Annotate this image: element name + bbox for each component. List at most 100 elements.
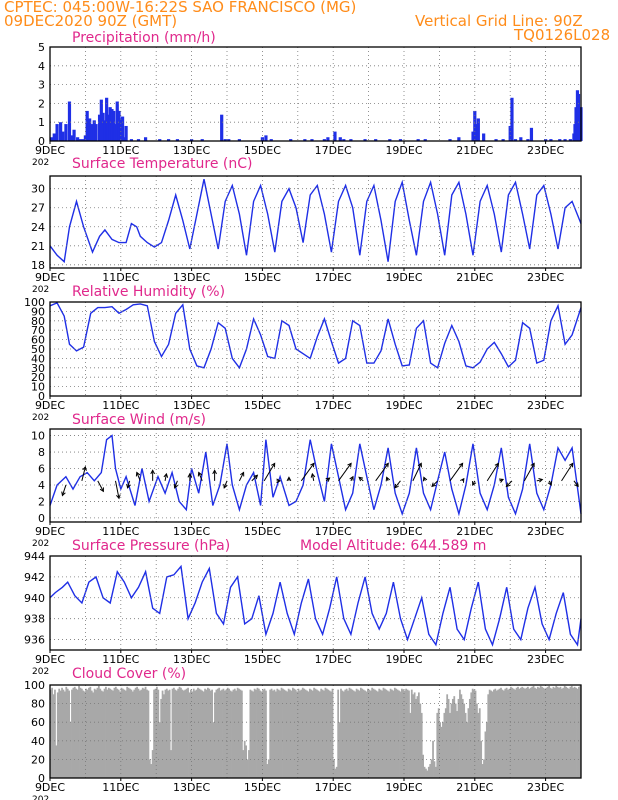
cloud-bar (146, 689, 148, 778)
precip-bar (80, 139, 85, 141)
cloud-bar (126, 686, 129, 778)
cloud-bar (273, 689, 276, 778)
x-year-label: 202 (32, 539, 49, 549)
cloud-bar (259, 690, 262, 778)
cloud-bar (156, 686, 158, 778)
wind-vector-head (310, 472, 316, 478)
cloud-bar (95, 689, 97, 778)
cloud-bar (464, 712, 467, 778)
cloud-bar (498, 688, 501, 778)
cloud-bar (569, 686, 572, 778)
cloud-bar (131, 691, 134, 778)
wind-vector-head (494, 462, 499, 468)
cloud-bar (291, 687, 294, 778)
precip-bar (342, 139, 346, 141)
precip-bar (103, 120, 107, 141)
precip-bar (529, 127, 534, 141)
precip-bar (76, 137, 80, 141)
precip-bar (326, 137, 330, 141)
cloud-bar (327, 689, 330, 778)
cloud-bar (446, 694, 449, 778)
precip-bar (115, 101, 119, 141)
wind-vector-head (349, 475, 354, 481)
precip-bar (50, 137, 54, 141)
wind-vector (223, 480, 228, 489)
wind-vector (412, 463, 422, 482)
cloud-bar (456, 711, 458, 778)
precip-bar (269, 139, 273, 141)
y-tick-label: 938 (24, 613, 45, 626)
cloud-bar (517, 686, 519, 778)
cloud-bar (361, 688, 364, 778)
precip-bar (90, 124, 94, 141)
cloud-bar (59, 690, 62, 778)
cloud-bar (69, 722, 72, 778)
precip-bar (97, 114, 102, 141)
precip-plot-frame (49, 46, 582, 142)
cloud-bar (256, 687, 259, 778)
wind-vector (431, 480, 438, 487)
wind-vector (394, 480, 401, 489)
y-tick-label: 30 (31, 183, 45, 196)
wind-vector-head (499, 478, 505, 483)
x-tick-label: 15DEC (244, 525, 281, 538)
cloud-bar (483, 759, 485, 778)
cloud-bar (553, 687, 556, 778)
cloud-bar (127, 687, 130, 778)
x-tick-label: 19DEC (385, 271, 422, 284)
cloud-bar (500, 687, 502, 778)
cloud-bar (197, 687, 199, 778)
cloud-bar (194, 690, 197, 778)
y-tick-label: 90 (31, 305, 45, 318)
precip-bar (143, 137, 148, 141)
y-tick-label: 0 (38, 512, 45, 525)
cloud-bar (430, 759, 433, 778)
cloud-bar (269, 689, 272, 778)
cloud-bar (434, 766, 437, 778)
precip-bar (374, 139, 378, 141)
cloud-bar (505, 687, 508, 778)
cloud-bar (282, 688, 284, 778)
cloud-bar (316, 689, 318, 778)
cloud-bar (137, 688, 140, 778)
x-year-label: 202 (32, 667, 49, 677)
wind-vector-head (422, 476, 428, 482)
precip-bar (388, 139, 392, 141)
cloud-bar (396, 689, 399, 778)
wind-vector (81, 466, 86, 481)
cloud-bar (225, 689, 228, 778)
cloud-bar (270, 688, 273, 778)
cloud-bar (542, 687, 545, 778)
precip-bar (83, 135, 87, 141)
x-tick-label: 17DEC (315, 271, 352, 284)
precip-bar (117, 110, 121, 141)
cloud-bar (154, 688, 157, 778)
wind-vector-head (286, 476, 292, 482)
precip-bar (77, 139, 81, 141)
x-year-label: 202 (32, 285, 49, 295)
wind-vector (114, 480, 120, 499)
x-tick-label: 21DEC (456, 781, 493, 794)
cloud-bar (313, 687, 315, 778)
cloud-bar (263, 688, 266, 778)
precip-bar (129, 139, 134, 141)
cloud-bar (364, 690, 366, 778)
cloud-bar (440, 726, 443, 778)
y-tick-label: 6 (38, 463, 45, 476)
wind-vector-head (116, 494, 121, 500)
cloud-bar (209, 690, 212, 778)
wind-vector-head (276, 478, 282, 484)
temp-title: Surface Temperature (nC) (72, 156, 253, 172)
y-tick-label: 4 (38, 479, 45, 492)
cloud-bar (151, 750, 154, 778)
cloud-bar (559, 686, 562, 778)
cloud-bar (250, 690, 253, 778)
cloud-bar (191, 691, 194, 778)
cloud-bar (207, 687, 209, 778)
cloud-bar (518, 688, 521, 778)
cloud-bar (205, 689, 208, 778)
cloud-bar (524, 688, 526, 778)
cloud-bar (548, 685, 551, 778)
precip-bar (120, 116, 125, 141)
cloud-bar (577, 686, 580, 778)
